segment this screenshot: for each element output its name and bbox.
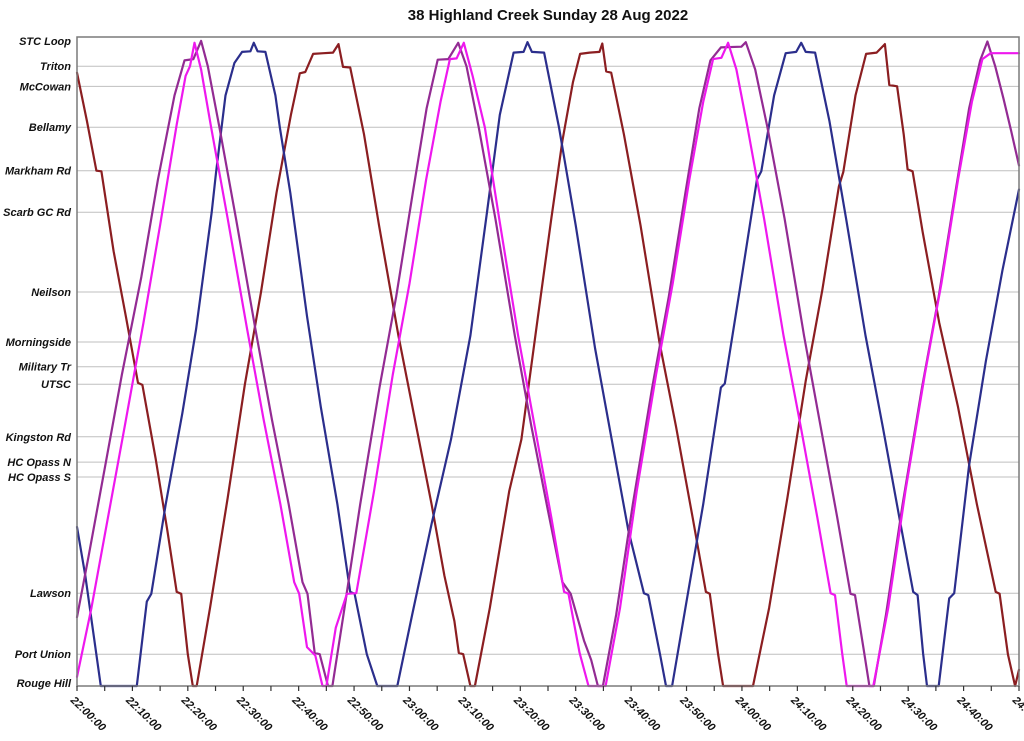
station-label-mccowan: McCowan bbox=[20, 81, 72, 93]
station-label-neilson: Neilson bbox=[31, 287, 71, 299]
station-label-stc-loop: STC Loop bbox=[19, 36, 71, 48]
station-label-triton: Triton bbox=[40, 61, 71, 73]
time-tick-label: 24:50:00 bbox=[1009, 694, 1024, 735]
time-tick-label: 24:20:00 bbox=[843, 694, 884, 735]
plot-frame bbox=[76, 36, 1020, 687]
station-label-hc-opass-s: HC Opass S bbox=[8, 472, 72, 484]
time-tick-label: 23:50:00 bbox=[677, 694, 718, 735]
time-tick-label: 23:10:00 bbox=[455, 694, 496, 735]
time-tick-label: 22:30:00 bbox=[233, 694, 274, 735]
plot-border bbox=[76, 36, 1020, 687]
time-axis-labels: 22:00:00 22:10:00 22:20:00 22:30:00 22:40:00… bbox=[67, 694, 1024, 735]
trip-line-vehicle-navy bbox=[75, 41, 1021, 688]
station-label-utsc: UTSC bbox=[41, 379, 72, 391]
time-tick-label: 24:00:00 bbox=[732, 694, 773, 735]
time-tick-label: 23:00:00 bbox=[400, 694, 441, 735]
station-label-markham-rd: Markham Rd bbox=[5, 166, 71, 178]
time-tick-label: 23:20:00 bbox=[510, 694, 551, 735]
station-label-scarb-gc-rd: Scarb GC Rd bbox=[3, 207, 71, 219]
time-tick-label: 22:50:00 bbox=[344, 694, 385, 735]
trip-line-vehicle-purple bbox=[75, 39, 1021, 688]
time-tick-label: 22:20:00 bbox=[178, 694, 219, 735]
station-label-hc-opass-n: HC Opass N bbox=[7, 457, 72, 469]
time-tick-label: 22:10:00 bbox=[123, 694, 164, 735]
time-tick-label: 24:30:00 bbox=[898, 694, 939, 735]
trip-line-vehicle-dark-red bbox=[75, 42, 1021, 688]
time-tick-label: 23:30:00 bbox=[566, 694, 607, 735]
time-tick-label: 22:00:00 bbox=[67, 694, 108, 735]
trip-line-vehicle-magenta bbox=[75, 41, 1021, 688]
time-tick-label: 24:40:00 bbox=[954, 694, 995, 735]
station-label-bellamy: Bellamy bbox=[29, 122, 72, 134]
station-label-rouge-hill: Rouge Hill bbox=[17, 678, 72, 690]
time-tick-label: 22:40:00 bbox=[289, 694, 330, 735]
chart-title: 38 Highland Creek Sunday 28 Aug 2022 bbox=[408, 7, 688, 24]
station-labels: STC Loop Triton McCowan Bellamy Markham Rd Sc… bbox=[3, 36, 72, 690]
station-label-kingston-rd: Kingston Rd bbox=[6, 432, 72, 444]
time-axis-ticks bbox=[76, 686, 1020, 691]
station-label-morningside: Morningside bbox=[6, 337, 71, 349]
trip-lines bbox=[75, 39, 1021, 688]
station-label-port-union: Port Union bbox=[15, 649, 71, 661]
time-tick-label: 24:10:00 bbox=[788, 694, 829, 735]
station-label-lawson: Lawson bbox=[30, 588, 71, 600]
time-tick-label: 23:40:00 bbox=[621, 694, 662, 735]
station-label-military-tr: Military Tr bbox=[19, 362, 72, 374]
